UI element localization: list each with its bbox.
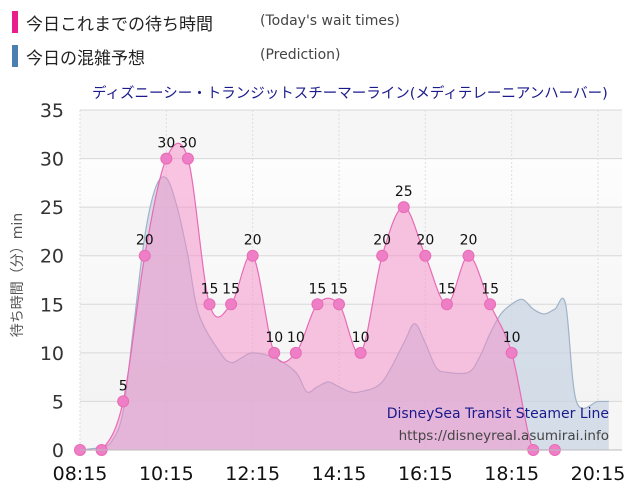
y-tick-label: 20	[40, 246, 64, 268]
legend-note-today: (Today's wait times)	[260, 13, 400, 29]
x-tick-label: 20:15	[571, 463, 626, 485]
x-tick-label: 10:15	[139, 463, 194, 485]
today-data-label: 15	[309, 281, 327, 297]
today-data-label: 15	[222, 281, 240, 297]
x-tick-label: 18:15	[484, 463, 539, 485]
today-point	[268, 346, 281, 359]
legend-swatch-prediction	[12, 45, 18, 67]
axes: 0 5 10 15 20 25 30 35 08:15 10:15 12:15 14:15 16:15 1…	[40, 100, 626, 485]
today-point	[246, 249, 259, 262]
today-data-label: 30	[157, 136, 175, 152]
today-point	[354, 346, 367, 359]
today-data-label: 30	[179, 136, 197, 152]
today-data-label: 5	[119, 378, 128, 394]
today-point	[505, 346, 518, 359]
y-tick-label: 35	[40, 100, 64, 122]
today-point	[419, 249, 432, 262]
y-tick-label: 25	[40, 197, 64, 219]
legend-note-prediction: (Prediction)	[260, 47, 341, 63]
today-data-label: 10	[265, 330, 283, 346]
legend-label-today: 今日これまでの待ち時間	[26, 15, 213, 35]
today-data-label: 15	[438, 281, 456, 297]
today-point	[462, 249, 475, 262]
x-tick-label: 14:15	[312, 463, 367, 485]
y-tick-label: 30	[40, 149, 64, 171]
today-data-label: 25	[395, 184, 413, 200]
x-tick-label: 08:15	[53, 463, 108, 485]
today-point	[440, 298, 453, 311]
legend-label-prediction: 今日の混雑予想	[26, 49, 145, 69]
today-data-label: 15	[201, 281, 219, 297]
watermark-title: DisneySea Transit Steamer Line	[387, 406, 609, 422]
today-point	[376, 249, 389, 262]
today-data-label: 20	[373, 233, 391, 249]
today-data-label: 10	[287, 330, 305, 346]
today-data-label: 20	[460, 233, 478, 249]
chart-title: ディズニーシー・トランジットスチーマーライン(メディテレーニアンハーバー)	[92, 84, 608, 102]
today-area	[80, 143, 555, 451]
legend-swatch-today	[12, 11, 18, 33]
today-data-label: 20	[136, 233, 154, 249]
today-point	[289, 346, 302, 359]
today-point	[138, 249, 151, 262]
today-point	[203, 298, 216, 311]
y-tick-label: 10	[40, 343, 64, 365]
y-tick-label: 0	[52, 440, 64, 462]
x-tick-label: 12:15	[225, 463, 280, 485]
today-data-label: 15	[330, 281, 348, 297]
x-tick-label: 16:15	[398, 463, 453, 485]
y-axis-label: 待ち時間（分）min	[10, 213, 26, 337]
today-point	[311, 298, 324, 311]
today-data-label: 15	[481, 281, 499, 297]
today-point	[117, 395, 130, 408]
today-data-label: 10	[503, 330, 521, 346]
today-data-label: 20	[244, 233, 262, 249]
today-data-label: 10	[352, 330, 370, 346]
today-point	[484, 298, 497, 311]
today-data-label: 20	[416, 233, 434, 249]
today-point	[160, 152, 173, 165]
today-point	[333, 298, 345, 311]
y-tick-label: 5	[52, 391, 64, 413]
today-point	[225, 298, 238, 311]
y-tick-label: 15	[40, 294, 64, 316]
today-point	[397, 201, 410, 214]
today-point	[181, 152, 194, 165]
watermark-url: https://disneyreal.asumirai.info	[399, 428, 609, 444]
